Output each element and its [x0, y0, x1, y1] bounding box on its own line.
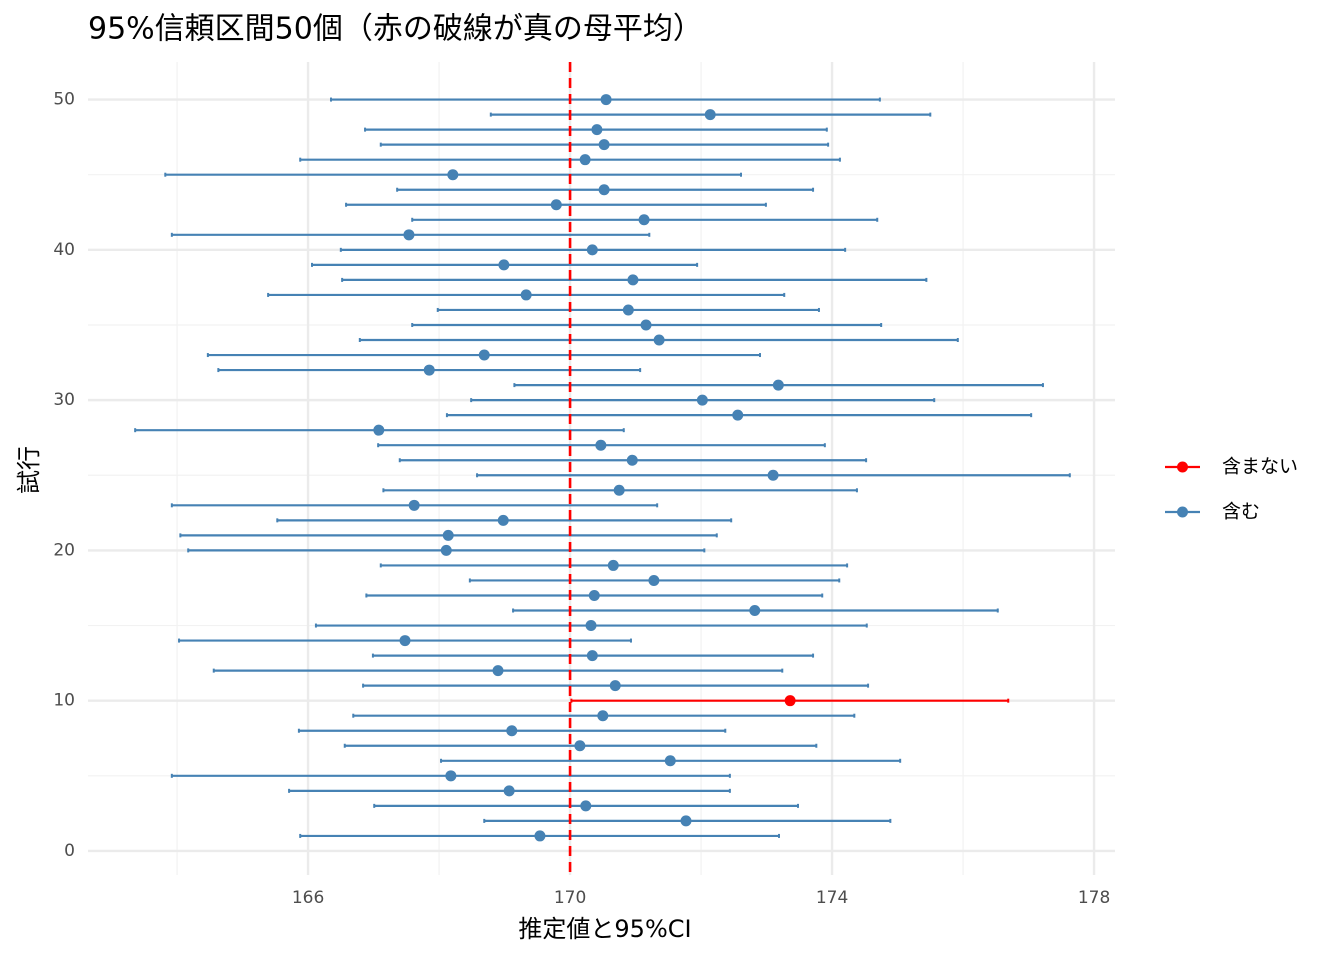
estimate-point: [609, 680, 621, 692]
estimate-point: [399, 635, 411, 647]
estimate-point: [598, 139, 610, 151]
estimate-point: [506, 725, 518, 737]
estimate-point: [588, 589, 600, 601]
estimate-point: [627, 274, 639, 286]
estimate-point: [784, 695, 796, 707]
estimate-point: [772, 379, 784, 391]
estimate-point: [403, 229, 415, 241]
estimate-point: [497, 514, 509, 526]
estimate-point: [423, 364, 435, 376]
estimate-point: [648, 574, 660, 586]
estimate-point: [640, 319, 652, 331]
estimate-point: [622, 304, 634, 316]
y-tick-label: 30: [53, 390, 75, 410]
estimate-point: [492, 665, 504, 677]
estimate-point: [732, 409, 744, 421]
estimate-point: [478, 349, 490, 361]
estimate-point: [598, 184, 610, 196]
estimate-point: [550, 199, 562, 211]
legend-marker: [1177, 506, 1188, 518]
estimate-point: [613, 484, 625, 496]
estimate-point: [408, 499, 420, 511]
x-tick-label: 178: [1078, 888, 1110, 908]
estimate-point: [600, 94, 612, 106]
y-tick-label: 40: [53, 240, 75, 260]
estimate-point: [579, 154, 591, 166]
estimate-point: [498, 259, 510, 271]
estimate-point: [767, 469, 779, 481]
estimate-point: [586, 244, 598, 256]
y-tick-label: 0: [64, 841, 75, 861]
estimate-point: [595, 439, 607, 451]
y-tick-label: 20: [53, 540, 75, 560]
estimate-point: [696, 394, 708, 406]
estimate-point: [585, 620, 597, 632]
estimate-point: [704, 109, 716, 121]
estimate-point: [680, 815, 692, 827]
estimate-point: [597, 710, 609, 722]
estimate-point: [664, 755, 676, 767]
x-tick-label: 170: [554, 888, 586, 908]
estimate-point: [534, 830, 546, 842]
y-axis-label: 試行: [15, 446, 43, 494]
estimate-point: [503, 785, 515, 797]
estimate-point: [520, 289, 532, 301]
estimate-point: [749, 605, 761, 617]
estimate-point: [591, 124, 603, 136]
chart-title: 95%信頼区間50個（赤の破線が真の母平均）: [88, 12, 703, 47]
legend-label: 含まない: [1222, 456, 1298, 478]
estimate-point: [442, 529, 454, 541]
legend-marker: [1177, 461, 1188, 473]
estimate-point: [574, 740, 586, 752]
estimate-point: [653, 334, 665, 346]
estimate-point: [445, 770, 457, 782]
legend-label: 含む: [1222, 501, 1260, 523]
x-tick-label: 174: [816, 888, 848, 908]
y-tick-label: 50: [53, 90, 75, 110]
estimate-point: [638, 214, 650, 226]
x-tick-label: 166: [292, 888, 324, 908]
estimate-point: [373, 424, 385, 436]
y-tick-label: 10: [53, 691, 75, 711]
estimate-point: [440, 544, 452, 556]
estimate-point: [586, 650, 598, 662]
estimate-point: [607, 559, 619, 571]
estimate-point: [447, 169, 459, 181]
estimate-point: [626, 454, 638, 466]
estimate-point: [580, 800, 592, 812]
x-axis-label: 推定値と95%CI: [518, 915, 691, 943]
